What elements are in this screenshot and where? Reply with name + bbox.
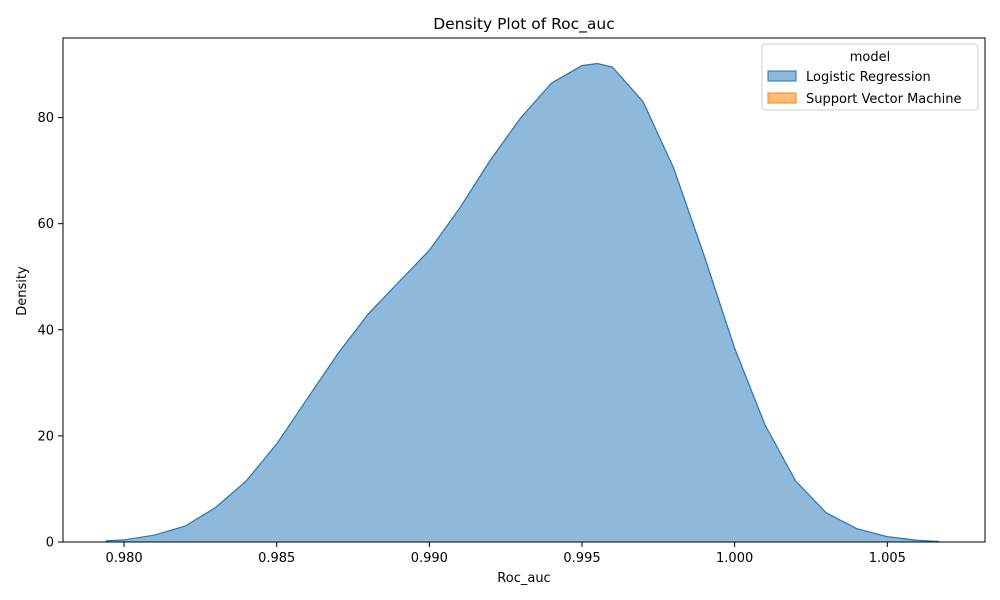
x-tick-label: 0.985 — [258, 551, 295, 566]
legend: model Logistic Regression Support Vector… — [761, 43, 979, 111]
density-line-logistic-regression — [105, 62, 940, 543]
legend-frame — [761, 43, 979, 111]
chart-title: Density Plot of Roc_auc — [433, 15, 615, 34]
plot-area: 0.980 0.985 0.990 0.995 1.000 1.005 0 20 40 60 80 — [37, 37, 986, 566]
y-tick-label: 40 — [37, 323, 54, 338]
y-tick-label: 80 — [37, 111, 54, 126]
density-area-logistic-regression — [105, 63, 940, 542]
x-tick-label: 0.995 — [563, 551, 600, 566]
x-axis-label: Roc_auc — [497, 571, 550, 586]
x-tick-label: 0.980 — [105, 551, 142, 566]
y-tick-label: 0 — [46, 536, 54, 551]
y-tick-label: 20 — [37, 429, 54, 444]
y-axis-label: Density — [15, 266, 30, 316]
x-tick-label: 1.005 — [869, 551, 906, 566]
legend-swatch-logistic-regression — [767, 70, 797, 82]
x-tick-label: 0.990 — [411, 551, 448, 566]
legend-label-support-vector-machine: Support Vector Machine — [806, 92, 962, 107]
legend-title: model — [850, 50, 890, 65]
legend-label-logistic-regression: Logistic Regression — [806, 70, 931, 85]
y-tick-label: 60 — [37, 217, 54, 232]
legend-swatch-support-vector-machine — [767, 92, 797, 104]
plot-frame — [62, 37, 986, 543]
x-tick-label: 1.000 — [716, 551, 753, 566]
